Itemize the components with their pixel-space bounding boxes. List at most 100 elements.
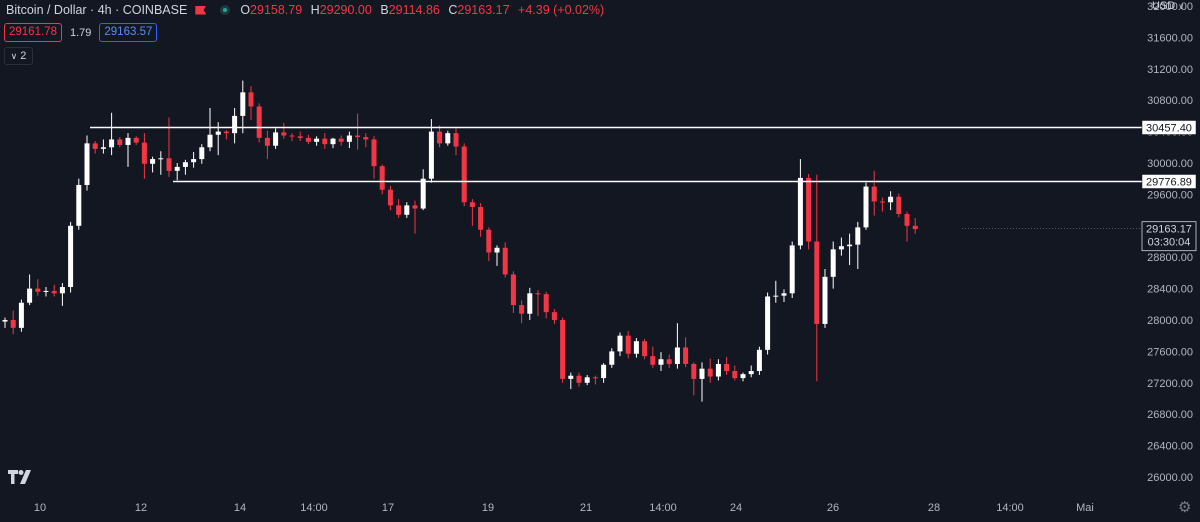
candle-body — [650, 356, 656, 365]
candle-body — [609, 351, 615, 365]
candle-body — [469, 202, 475, 207]
candle-body — [584, 377, 590, 383]
candle-body — [756, 349, 762, 372]
candle-body — [428, 131, 434, 179]
candle-body — [273, 132, 279, 146]
candle-body — [109, 139, 115, 148]
candle-body — [322, 138, 328, 145]
ohlc-low-value: 29114.86 — [388, 3, 440, 17]
time-axis[interactable]: 10 12 14 14:00 17 19 21 14:00 24 26 28 14:00 Mai — [34, 502, 1094, 514]
candle-body — [535, 293, 541, 295]
spread-value: 1.79 — [69, 26, 92, 39]
candle-body — [814, 241, 820, 324]
price-tick-label: 29600.00 — [1147, 189, 1193, 201]
candle-body — [387, 189, 393, 206]
ohlc-close-key: C — [448, 3, 458, 17]
flag-icon[interactable] — [195, 5, 207, 15]
candle-body — [445, 133, 451, 144]
candle-body — [404, 205, 410, 215]
time-tick-label: 12 — [135, 502, 147, 514]
candle-body — [666, 359, 672, 364]
candle-body — [207, 134, 213, 148]
candle-body — [642, 341, 648, 357]
candle-body — [592, 377, 598, 379]
price-tick-label: 26000.00 — [1147, 472, 1193, 484]
candle-body — [879, 201, 885, 203]
candle-body — [781, 293, 787, 296]
candle-body — [166, 158, 172, 171]
candle-body — [223, 131, 229, 134]
candle-body — [174, 166, 180, 171]
candle-body — [125, 137, 131, 145]
symbol-title[interactable]: Bitcoin / Dollar · 4h · COINBASE — [6, 3, 188, 17]
candle-series — [2, 80, 918, 402]
time-tick-label: 14:00 — [996, 502, 1024, 514]
candle-body — [724, 363, 730, 372]
candle-body — [27, 288, 33, 303]
candle-body — [420, 178, 426, 209]
horizontal-level-tag — [1141, 120, 1197, 135]
candle-body — [838, 246, 844, 250]
currency-selector[interactable]: USD ∨ — [1152, 0, 1184, 12]
chevron-down-icon: ∨ — [10, 50, 18, 61]
price-tick-label: 31200.00 — [1147, 64, 1193, 76]
price-tick-label: 28400.00 — [1147, 284, 1193, 296]
market-status-icon — [220, 5, 231, 15]
candle-body — [797, 177, 803, 246]
candle-body — [215, 131, 221, 135]
candle-body — [510, 274, 516, 306]
candle-body — [896, 196, 902, 215]
candle-body — [904, 214, 910, 226]
candle-body — [568, 375, 574, 379]
candle-body — [691, 363, 697, 379]
candle-body — [84, 143, 90, 185]
candle-body — [92, 143, 98, 149]
time-tick-label: 26 — [827, 502, 839, 514]
gear-icon[interactable]: ⚙ — [1178, 499, 1192, 516]
candle-body — [256, 106, 262, 138]
candle-body — [100, 147, 106, 149]
ohlc-close-value: 29163.17 — [457, 3, 510, 17]
horizontal-level-tag — [1141, 174, 1197, 189]
candle-body — [248, 92, 254, 107]
time-tick-label: 19 — [482, 502, 494, 514]
candle-body — [396, 205, 402, 215]
candle-body — [18, 302, 24, 328]
candle-body — [76, 184, 82, 226]
candle-body — [502, 247, 508, 275]
candle-body — [281, 132, 287, 136]
candle-body — [732, 371, 738, 379]
horizontal-levels[interactable]: 30457.40 29776.89 — [90, 120, 1197, 189]
ohlc-high-key: H — [310, 3, 320, 17]
candle-body — [806, 177, 812, 242]
candle-body — [355, 135, 361, 138]
candle-body — [133, 137, 139, 143]
horizontal-level-label: 29776.89 — [1146, 177, 1192, 189]
horizontal-level-label: 30457.40 — [1146, 123, 1192, 135]
candle-body — [863, 186, 869, 228]
candle-body — [2, 320, 8, 322]
price-tick-label: 32000.00 — [1147, 1, 1193, 13]
ohlc-low-key: B — [380, 3, 389, 17]
candle-body — [527, 293, 533, 314]
candle-body — [453, 133, 459, 147]
candle-body — [314, 138, 320, 142]
price-tick-label: 28000.00 — [1147, 315, 1193, 327]
tradingview-logo-icon[interactable] — [8, 470, 34, 489]
time-tick-label: Mai — [1076, 502, 1094, 514]
bar-countdown-label: 03:30:04 — [1148, 237, 1191, 249]
indicators-collapse-button[interactable]: ∨ 2 — [4, 47, 33, 65]
bid-button[interactable]: 29161.78 — [4, 23, 62, 42]
candle-body — [232, 115, 238, 134]
candle-body — [461, 146, 467, 203]
price-tick-label: 27200.00 — [1147, 378, 1193, 390]
candle-body — [601, 364, 607, 379]
ask-button[interactable]: 29163.57 — [99, 23, 158, 42]
candle-body — [297, 136, 303, 138]
candle-body — [363, 137, 369, 140]
candle-body — [543, 294, 549, 313]
candle-body — [51, 290, 57, 294]
price-tick-label: 26400.00 — [1147, 441, 1193, 453]
candle-body — [576, 375, 582, 383]
